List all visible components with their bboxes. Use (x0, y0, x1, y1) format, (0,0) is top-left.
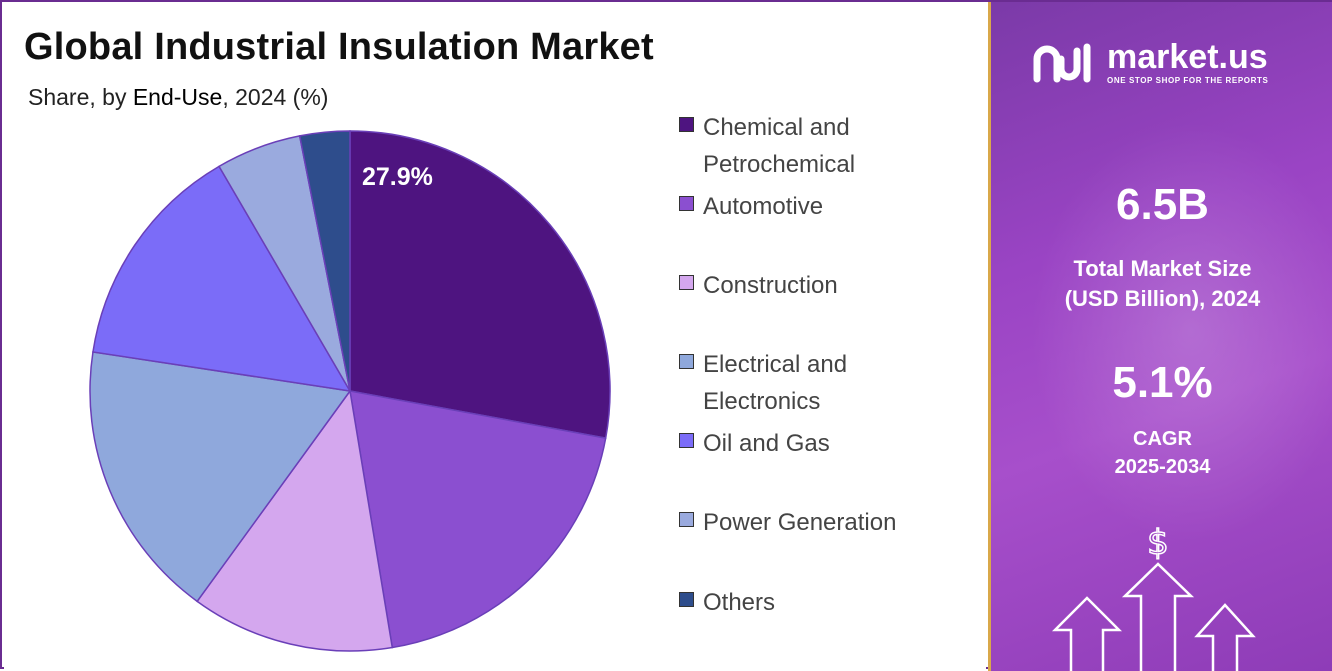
chart-subtitle: Share, by End-Use, 2024 (%) (28, 84, 328, 111)
brand-text: market.us ONE STOP SHOP FOR THE REPORTS (1107, 40, 1268, 85)
legend-item-others: Others (679, 584, 943, 621)
legend-item-chemical-and-petrochemical: Chemical and Petrochemical (679, 109, 943, 183)
brand-tagline: ONE STOP SHOP FOR THE REPORTS (1107, 76, 1269, 85)
legend-swatch (679, 512, 694, 527)
legend-swatch (679, 592, 694, 607)
market-size-label-line1: Total Market Size (1073, 256, 1252, 281)
legend-label: Automotive (703, 193, 824, 220)
summary-panel: market.us ONE STOP SHOP FOR THE REPORTS … (988, 2, 1332, 671)
brand-logo: market.us ONE STOP SHOP FOR THE REPORTS (1031, 40, 1268, 85)
legend-item-oil-and-gas: Oil and Gas (679, 425, 943, 462)
chart-title: Global Industrial Insulation Market (24, 26, 654, 68)
legend-swatch (679, 433, 694, 448)
chart-panel: Global Industrial Insulation Market Shar… (4, 4, 986, 669)
pie-slice-others (298, 130, 351, 392)
arrow-up-right-icon (1194, 603, 1256, 671)
subtitle-prefix: Share, by (28, 84, 133, 110)
growth-arrows-icon: $ (1051, 522, 1256, 671)
market-size-value: 6.5B (1116, 180, 1209, 229)
legend-item-power-generation: Power Generation (679, 504, 943, 541)
legend-label: Construction (703, 272, 838, 299)
legend-swatch (679, 196, 694, 211)
brand-name: market.us (1107, 38, 1268, 76)
pie-chart: 27.9% (89, 130, 611, 652)
pie-slice-chemical-and-petrochemical (349, 130, 611, 439)
legend-item-construction: Construction (679, 267, 943, 304)
legend-label: Electrical and Electronics (703, 351, 848, 415)
legend-swatch (679, 117, 694, 132)
legend-label: Others (703, 589, 776, 616)
chart-legend: Chemical and Petrochemical Automotive Cons… (679, 4, 979, 669)
subtitle-dimension: End-Use (132, 84, 223, 110)
cagr-label-line2: 2025-2034 (1114, 456, 1211, 478)
dollar-sign-icon: $ (1147, 523, 1169, 563)
legend-label: Oil and Gas (703, 430, 830, 457)
pie-slice-oil-and-gas (92, 165, 352, 392)
legend-label: Chemical and Petrochemical (703, 114, 856, 178)
arrow-up-left-icon (1051, 596, 1123, 671)
legend-item-automotive: Automotive (679, 188, 943, 225)
cagr-value: 5.1% (1112, 358, 1213, 407)
pie-slice-construction (196, 389, 394, 652)
legend-swatch (679, 354, 694, 369)
arrow-up-center-icon (1121, 562, 1195, 671)
market-us-logo-icon (1033, 43, 1091, 82)
legend-item-electrical-and-electronics: Electrical and Electronics (679, 346, 943, 420)
cagr-label-line1: CAGR (1133, 428, 1192, 450)
pie-slice-automotive (349, 390, 607, 649)
legend-label: Power Generation (703, 509, 897, 536)
market-size-label-line2: (USD Billion), 2024 (1064, 286, 1261, 311)
panel-glow (1031, 122, 1332, 542)
legend-swatch (679, 275, 694, 290)
subtitle-suffix: , 2024 (%) (222, 84, 329, 110)
data-label-chemical-and-petrochemical: 27.9% (362, 163, 433, 191)
pie-slice-electrical-and-electronics (89, 351, 352, 603)
